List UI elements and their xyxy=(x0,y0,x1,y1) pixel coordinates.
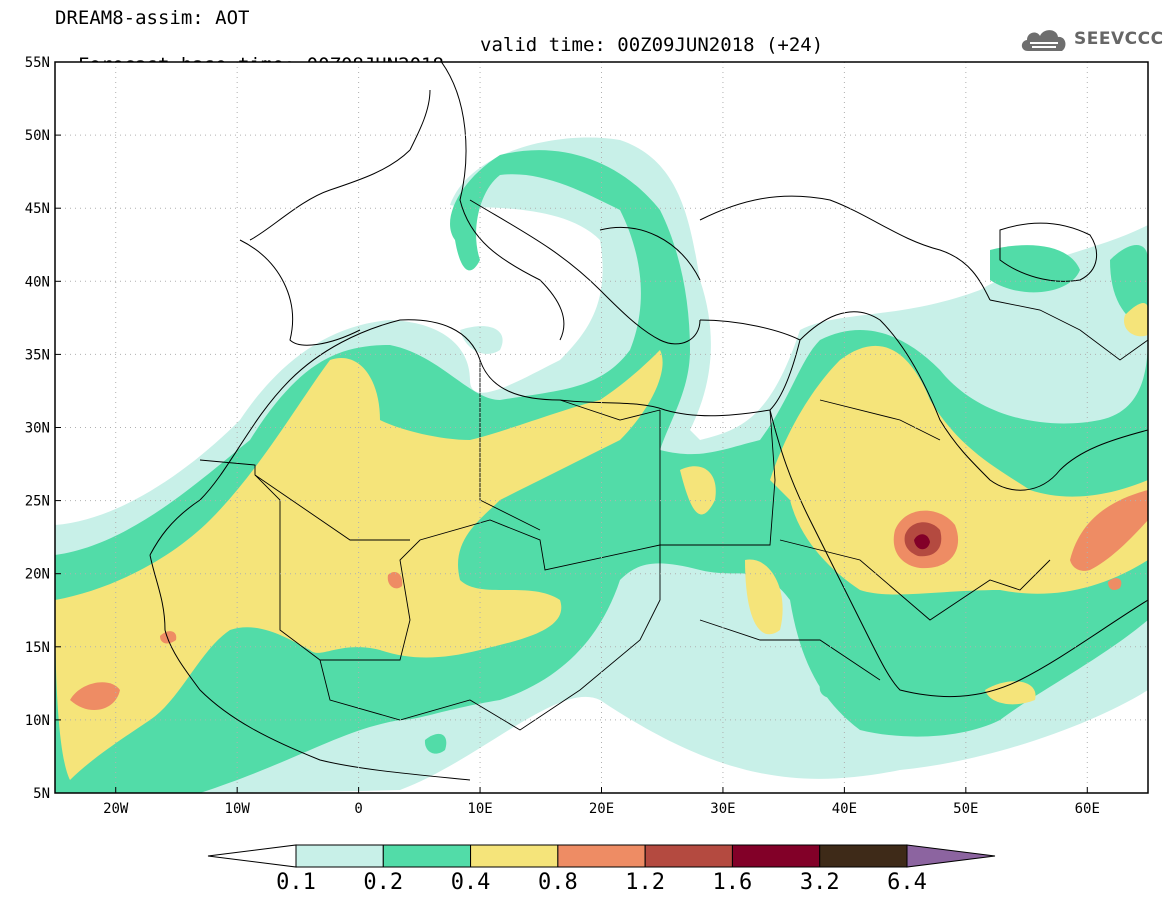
lat-label: 45N xyxy=(25,201,50,217)
colorbar-label: 0.1 xyxy=(276,870,316,895)
colorbar-label: 1.6 xyxy=(713,870,753,895)
lon-axis: 20W 10W 0 10E 20E 30E 40E 50E 60E xyxy=(103,801,1100,817)
logo-text: SEEVCCC xyxy=(1074,29,1164,49)
colorbar-segment xyxy=(557,844,646,868)
colorbar-segment xyxy=(644,844,733,868)
aot-level-1-6 xyxy=(914,534,930,550)
lat-label: 15N xyxy=(25,640,50,656)
lat-label: 40N xyxy=(25,274,50,290)
lat-label: 55N xyxy=(25,55,50,71)
colorbar-label: 0.8 xyxy=(538,870,578,895)
lat-label: 5N xyxy=(33,786,50,802)
lon-label: 10W xyxy=(225,801,251,817)
lat-label: 35N xyxy=(25,347,50,363)
lon-label: 50E xyxy=(953,801,978,817)
colorbar-segment xyxy=(731,844,821,868)
lat-label: 50N xyxy=(25,128,50,144)
lat-label: 25N xyxy=(25,494,50,510)
lat-axis: 55N 50N 45N 40N 35N 30N 25N 20N 15N 10N 5N xyxy=(25,55,50,802)
lon-label: 10E xyxy=(467,801,492,817)
colorbar: 0.1 0.2 0.4 0.8 1.2 1.6 3.2 6.4 xyxy=(207,844,996,895)
colorbar-high-triangle xyxy=(906,844,996,868)
colorbar-low-triangle xyxy=(207,844,297,868)
colorbar-label: 0.2 xyxy=(363,870,403,895)
valid-time-text: valid time: 00Z09JUN2018 (+24) xyxy=(480,34,824,56)
colorbar-segment xyxy=(295,844,384,868)
colorbar-segment xyxy=(819,844,908,868)
chart-title: DREAM8-assim: AOT xyxy=(55,7,250,29)
lat-label: 10N xyxy=(25,713,50,729)
aot-level-0-4 xyxy=(55,303,1148,780)
colorbar-segment xyxy=(470,844,559,868)
aot-field xyxy=(55,62,1148,793)
lon-label: 0 xyxy=(354,801,362,817)
seevccc-logo: SEEVCCC xyxy=(1018,24,1164,54)
lon-label: 30E xyxy=(710,801,735,817)
colorbar-label: 1.2 xyxy=(625,870,665,895)
colorbar-label: 0.4 xyxy=(451,870,491,895)
colorbar-label: 6.4 xyxy=(887,870,927,895)
lat-label: 20N xyxy=(25,567,50,583)
lon-label: 20E xyxy=(589,801,614,817)
country-borders xyxy=(199,299,1148,731)
graticule xyxy=(55,62,1148,793)
coastlines xyxy=(149,62,1148,781)
lat-label: 30N xyxy=(25,421,50,437)
lon-label: 20W xyxy=(103,801,129,817)
colorbar-segment xyxy=(382,844,472,868)
axis-ticks xyxy=(55,61,1088,794)
colorbar-label: 3.2 xyxy=(800,870,840,895)
lon-label: 60E xyxy=(1075,801,1100,817)
cloud-icon xyxy=(1021,30,1066,51)
lon-label: 40E xyxy=(832,801,857,817)
